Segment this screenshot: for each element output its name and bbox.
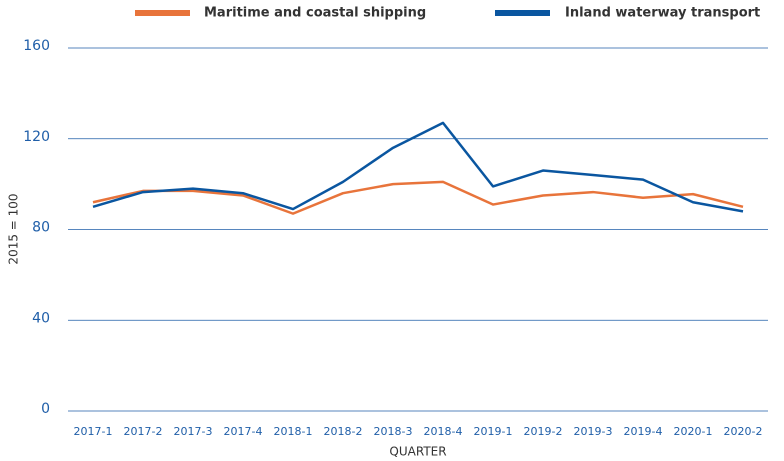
x-tick-label: 2019-3	[574, 425, 613, 438]
series-line	[92, 121, 744, 213]
x-tick-label: 2019-4	[624, 425, 663, 438]
x-tick-label: 2020-1	[674, 425, 713, 438]
x-tick-label: 2018-2	[324, 425, 363, 438]
x-tick-label: 2018-3	[374, 425, 413, 438]
x-tick-label: 2018-4	[424, 425, 463, 438]
x-tick-label: 2020-2	[724, 425, 763, 438]
x-tick-label: 2017-1	[74, 425, 113, 438]
y-tick-label: 0	[41, 401, 50, 417]
y-axis-title: 2015 = 100	[7, 193, 21, 264]
legend-label: Inland waterway transport	[565, 6, 760, 21]
x-tick-label: 2018-1	[274, 425, 313, 438]
x-tick-label: 2017-2	[124, 425, 163, 438]
y-tick-label: 120	[23, 129, 50, 145]
y-tick-label: 40	[32, 310, 50, 326]
x-tick-label: 2017-3	[174, 425, 213, 438]
legend-label: Maritime and coastal shipping	[204, 6, 426, 21]
x-tick-label: 2017-4	[224, 425, 263, 438]
x-tick-label: 2019-1	[474, 425, 513, 438]
x-axis-title: QUARTER	[389, 445, 446, 459]
y-tick-label: 80	[32, 220, 50, 236]
series-line	[92, 180, 744, 215]
x-tick-label: 2019-2	[524, 425, 563, 438]
y-tick-label: 160	[23, 38, 50, 54]
